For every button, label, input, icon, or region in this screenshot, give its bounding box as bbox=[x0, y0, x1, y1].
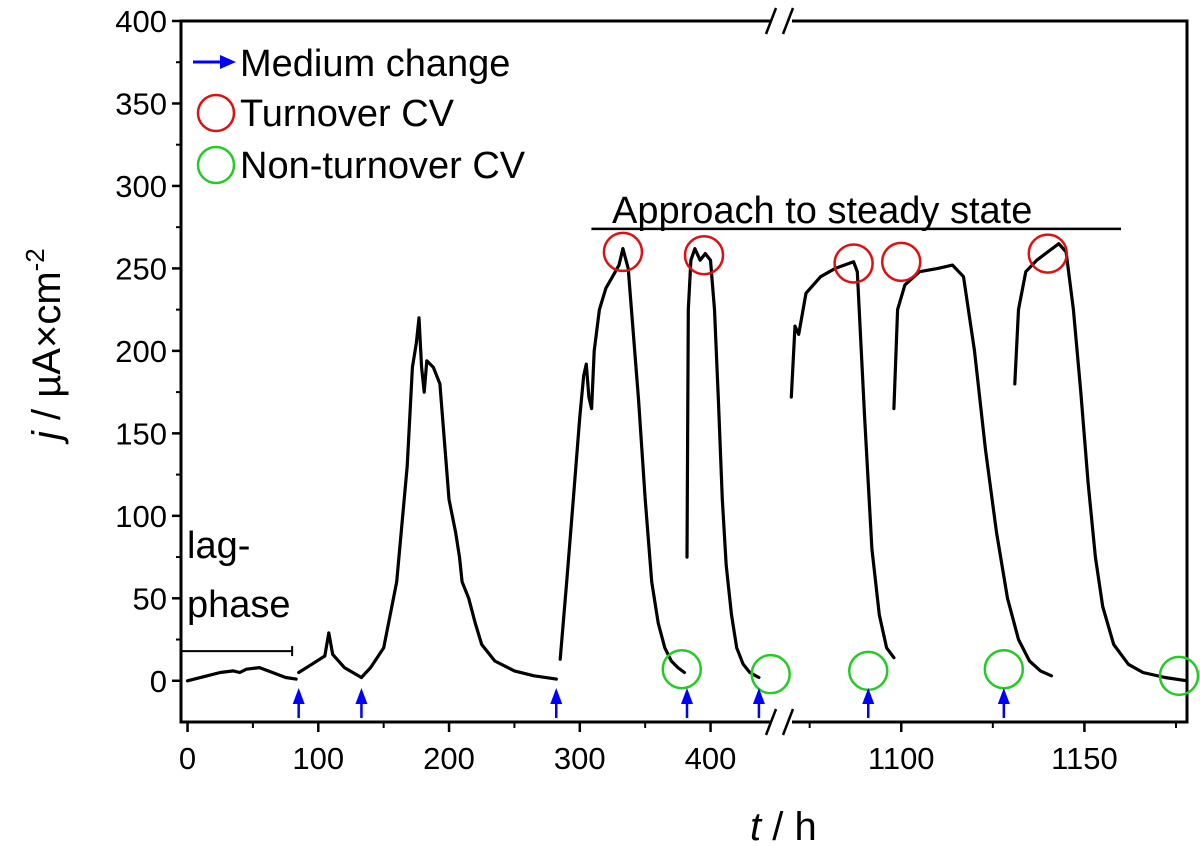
plot-frame bbox=[179, 19, 1189, 724]
non-turnover-cv-marker bbox=[1158, 655, 1200, 697]
y-axis-title: j / µA×cm-2 bbox=[20, 248, 69, 445]
legend-label-turnover-cv: Turnover CV bbox=[240, 93, 455, 135]
y-tick-label: 150 bbox=[115, 416, 167, 451]
y-tick-label: 300 bbox=[115, 169, 167, 204]
series-cycle-4 bbox=[685, 247, 761, 680]
y-tick-label: 50 bbox=[133, 581, 167, 616]
y-axis-exponent: -2 bbox=[20, 248, 50, 271]
lag-phase-label-line1: lag- bbox=[187, 525, 250, 567]
x-tick-label: 300 bbox=[554, 741, 606, 776]
non-turnover-cv-marker bbox=[848, 650, 889, 692]
y-axis-unit: / µA×cm bbox=[25, 271, 69, 431]
legend-red-circle-icon bbox=[196, 93, 236, 133]
x-tick-label: 200 bbox=[423, 741, 475, 776]
non-turnover-cv-marker bbox=[750, 653, 791, 695]
x-tick-label: 100 bbox=[292, 741, 344, 776]
x-tick-label: 0 bbox=[179, 741, 196, 776]
medium-change-arrow bbox=[550, 688, 563, 718]
legend-green-circle-icon bbox=[196, 145, 236, 185]
lag-phase-bracket bbox=[181, 646, 294, 657]
y-tick-label: 200 bbox=[115, 334, 167, 369]
approach-label: Approach to steady state bbox=[612, 190, 1032, 232]
series-cycle-3 bbox=[558, 247, 686, 675]
legend: Medium change Turnover CV Non-turnover C… bbox=[193, 43, 526, 187]
medium-change-arrow bbox=[997, 688, 1010, 718]
legend-arrow-icon bbox=[193, 55, 236, 69]
y-tick-label: 250 bbox=[115, 251, 167, 286]
axis-break-marks bbox=[764, 7, 795, 736]
legend-label-non-turnover-cv: Non-turnover CV bbox=[240, 145, 526, 187]
x-axis: 0 100 200 300 400 1100 1150 bbox=[179, 722, 1178, 776]
data-curves bbox=[185, 242, 1189, 683]
medium-change-arrows bbox=[292, 688, 1010, 718]
y-tick-label: 100 bbox=[115, 499, 167, 534]
x-tick-label: 400 bbox=[685, 741, 737, 776]
non-turnover-cv-marker bbox=[661, 648, 703, 690]
x-axis-variable: t bbox=[750, 805, 763, 846]
turnover-cv-marker bbox=[1027, 233, 1069, 274]
turnover-cv-marker bbox=[602, 231, 644, 273]
lag-phase-label-line2: phase bbox=[187, 584, 291, 626]
x-tick-label: 1150 bbox=[1051, 741, 1118, 776]
y-axis: 0 50 100 150 200 250 300 350 400 bbox=[115, 4, 181, 699]
x-axis-unit: / h bbox=[761, 805, 817, 846]
series-cycle-1 bbox=[297, 631, 363, 680]
turnover-cv-marker bbox=[833, 243, 874, 284]
y-axis-variable: j bbox=[25, 430, 69, 445]
medium-change-arrow bbox=[292, 688, 305, 718]
medium-change-arrow bbox=[355, 688, 368, 718]
medium-change-arrow bbox=[681, 688, 694, 718]
series-cycle-2 bbox=[359, 316, 558, 681]
x-axis-title: t / h bbox=[750, 805, 817, 846]
y-tick-label: 400 bbox=[115, 4, 167, 39]
series-cycle-6 bbox=[892, 263, 1053, 678]
x-tick-label: 1100 bbox=[868, 741, 935, 776]
turnover-cv-marker bbox=[880, 241, 922, 283]
turnover-cv-marker bbox=[683, 234, 725, 276]
legend-label-medium-change: Medium change bbox=[240, 43, 510, 85]
series-cycle-5 bbox=[789, 260, 896, 660]
series-lag-phase bbox=[185, 666, 298, 683]
y-tick-label: 0 bbox=[150, 664, 167, 699]
axis-break-label-top: // bbox=[1195, 0, 1196, 1]
medium-change-arrow bbox=[752, 688, 765, 718]
series-cycle-7 bbox=[1013, 242, 1189, 683]
y-tick-label: 350 bbox=[115, 86, 167, 121]
non-turnover-cv-marker bbox=[983, 648, 1025, 690]
medium-change-arrow bbox=[862, 688, 875, 718]
